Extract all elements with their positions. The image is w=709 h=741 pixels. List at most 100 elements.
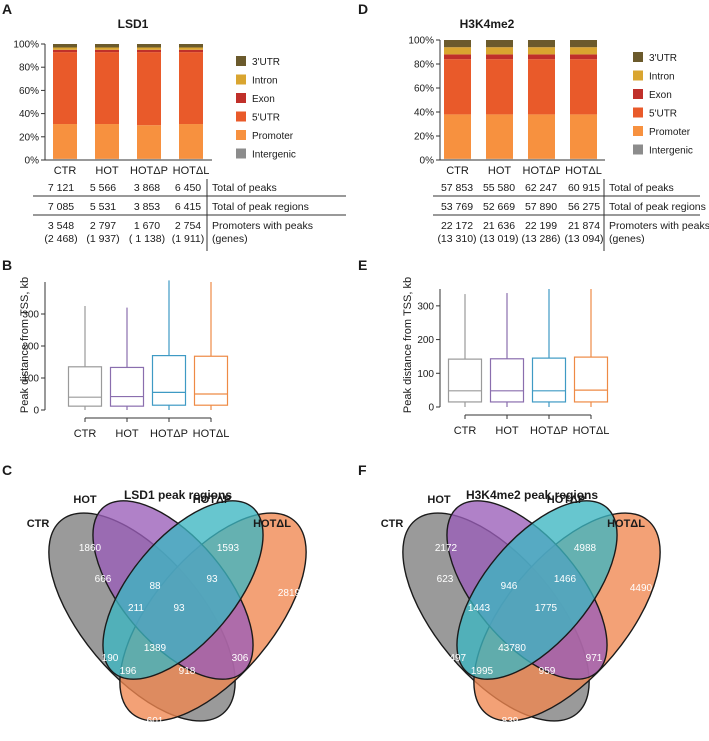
bar-segment-intergenic (570, 158, 597, 160)
bar-segment-3-utr (95, 44, 119, 48)
venn-region-all: 1389 (144, 643, 167, 654)
bar-segment-5-utr (137, 52, 161, 126)
y-tick-label: 40% (19, 109, 39, 120)
bar-segment-intron (486, 47, 513, 55)
stacked-bar-chart-h3k4me2: H3K4me2 0% 20% 40% 60% 80% 100% CTR HOT HOTΔP HOTΔ… (408, 17, 709, 251)
y-axis-label: Peak distance from TSS, kb (402, 277, 414, 413)
venn-region-ctr-hot-hotdl: 918 (179, 666, 196, 677)
y-tick-label: 100 (417, 369, 434, 380)
venn-region-hotdp-hotdl: 93 (206, 574, 218, 585)
venn-diagram-lsd1: LSD1 peak regions CTR HOT HOTΔP HOTΔL 2914 186… (20, 488, 307, 727)
stacked-bar-chart-lsd1: LSD1 0% 20% 40% 60% 80% 100% CTR HOT HOTΔP HOTΔL 3'… (13, 17, 346, 251)
table-cell: 56 275 (568, 201, 600, 213)
bar-segment-promoter (137, 125, 161, 159)
bar-segment-intergenic (528, 158, 555, 160)
venn-set-label-hotdp: HOTΔP (547, 494, 585, 506)
table-cell: 5 566 (90, 182, 116, 194)
bar-segment-intron (95, 47, 119, 50)
x-category-label: CTR (446, 165, 469, 177)
legend-swatch-intergenic (236, 148, 246, 159)
table-cell: 21 874 (568, 220, 600, 232)
y-tick-label: 300 (22, 310, 39, 321)
table-cell-genes: (1 937) (86, 233, 119, 245)
legend-label-3-utr: 3'UTR (252, 57, 280, 68)
chart-title: H3K4me2 (460, 17, 515, 31)
x-category-label: HOTΔL (173, 165, 210, 177)
bar-segment-exon (570, 54, 597, 60)
table-row-label: Promoters with peaks (609, 220, 709, 232)
x-category-label: HOTΔP (150, 428, 188, 440)
bar-segment-3-utr (137, 44, 161, 48)
y-tick-label: 80% (19, 63, 39, 74)
venn-region-ctr: 2914 (27, 601, 50, 612)
panel-letter-b: B (2, 257, 12, 273)
legend-label-5-utr: 5'UTR (252, 113, 280, 124)
table-row-label: (genes) (609, 233, 645, 245)
legend-swatch-3-utr (633, 52, 643, 62)
venn-title: LSD1 peak regions (124, 488, 232, 502)
legend-label-5-utr: 5'UTR (649, 109, 677, 120)
legend-swatch-promoter (633, 126, 643, 136)
bar-segment-3-utr (570, 40, 597, 48)
y-tick-label: 200 (417, 335, 434, 346)
bar-segment-3-utr (486, 40, 513, 48)
table-cell: 22 199 (525, 220, 557, 232)
venn-region-ctr-hotdl: 601 (147, 716, 164, 727)
table-cell: 22 172 (441, 220, 473, 232)
venn-diagram-h3k4me2: H3K4me2 peak regions CTR HOT HOTΔP HOTΔL 2633… (374, 488, 661, 727)
bar-segment-promoter (179, 124, 203, 159)
bar-segment-5-utr (486, 59, 513, 115)
table-cell: 52 669 (483, 201, 515, 213)
venn-set-label-hot: HOT (73, 494, 97, 506)
bar-segment-exon (528, 54, 555, 60)
y-tick-label: 300 (417, 301, 434, 312)
x-category-label: CTR (54, 165, 77, 177)
bar-segment-exon (444, 54, 471, 60)
table-cell-genes: ( 1 138) (129, 233, 165, 245)
bar-segment-intron (137, 47, 161, 50)
legend-swatch-intron (236, 74, 246, 85)
table-cell-genes: (13 019) (479, 233, 518, 245)
bar-segment-exon (53, 49, 77, 53)
bar-segment-3-utr (179, 44, 203, 48)
y-tick-label: 60% (414, 84, 434, 95)
table-cell: 7 121 (48, 182, 74, 194)
bar-segment-exon (179, 49, 203, 53)
table-cell: 62 247 (525, 182, 557, 194)
bar-segment-5-utr (570, 59, 597, 115)
y-tick-label: 0 (33, 406, 39, 417)
venn-region-hot: 2172 (435, 543, 458, 554)
box-iqr (489, 358, 525, 403)
x-category-label: HOTΔL (573, 425, 610, 437)
x-category-label: HOT (95, 165, 119, 177)
venn-set-hotdp (456, 500, 618, 680)
venn-region-hot-hotdp-hotdl: 1775 (535, 603, 558, 614)
venn-set-label-hotdl: HOTΔL (253, 518, 291, 530)
bar-segment-intergenic (53, 158, 77, 160)
bar-segment-intergenic (486, 158, 513, 160)
table-cell-genes: (1 911) (172, 233, 205, 245)
venn-set-label-hotdl: HOTΔL (607, 518, 645, 530)
table-cell: 2 797 (90, 220, 116, 232)
venn-region-ctr-hot: 666 (95, 574, 112, 585)
bar-segment-intron (179, 47, 203, 50)
legend-swatch-3-utr (236, 56, 246, 66)
box-iqr (67, 366, 103, 407)
bar-segment-promoter (570, 114, 597, 159)
y-tick-label: 20% (19, 132, 39, 143)
chart-title: LSD1 (118, 17, 149, 31)
venn-region-hot-hotdl: 971 (586, 653, 603, 664)
bar-segment-intron (53, 47, 77, 50)
venn-region-hotdp: 1593 (217, 543, 240, 554)
legend-label-exon: Exon (252, 94, 275, 105)
y-tick-label: 80% (414, 60, 434, 71)
bar-segment-3-utr (444, 40, 471, 48)
x-category-label: HOTΔP (530, 425, 568, 437)
x-category-label: HOT (115, 428, 139, 440)
table-cell: 1 670 (134, 220, 160, 232)
x-category-label: HOTΔP (130, 165, 168, 177)
bar-segment-5-utr (444, 59, 471, 115)
venn-region-ctr-hot-hotdl: 959 (539, 666, 556, 677)
